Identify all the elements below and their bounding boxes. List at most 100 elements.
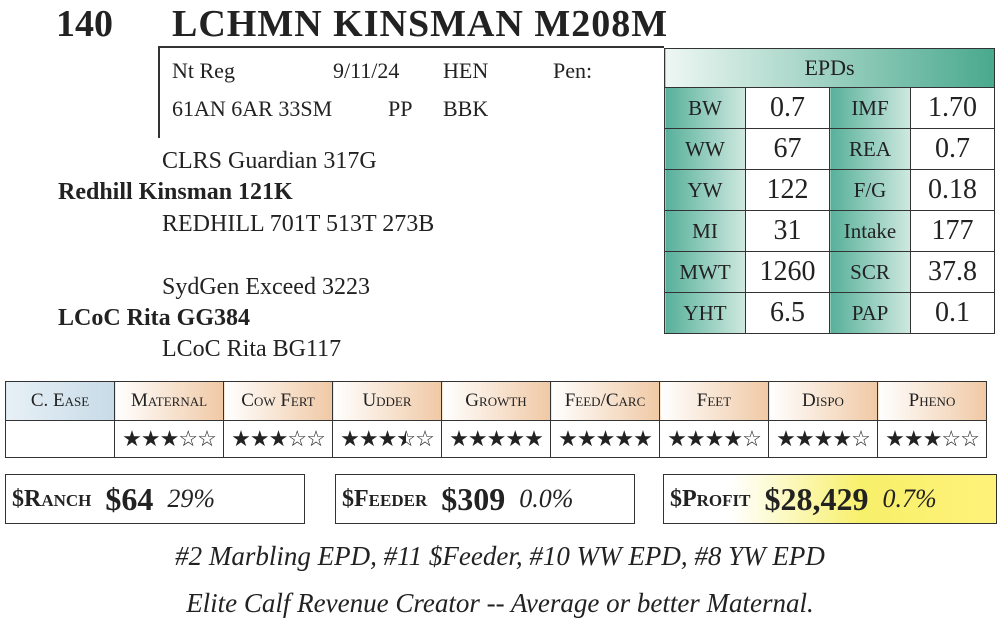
epd-row: YW 122 F/G 0.18 xyxy=(664,169,995,211)
rating-header: Cow Fert xyxy=(223,381,333,421)
star: ★ xyxy=(832,426,852,451)
index-percent: 0.0% xyxy=(519,484,574,513)
star-rating: ★★★★★ xyxy=(449,426,544,451)
note: Elite Calf Revenue Creator -- Average or… xyxy=(186,588,814,618)
epd-value: 1.70 xyxy=(910,87,995,129)
sire-sire: CLRS Guardian 317G xyxy=(162,148,377,174)
rating-header: Feet xyxy=(659,381,769,421)
rating-header: Udder xyxy=(332,381,442,421)
rating-cell: ★★★☆☆ xyxy=(114,420,224,458)
info: HEN xyxy=(443,58,489,83)
index-value: $64 xyxy=(105,480,154,517)
animal-name: LCHMN KINSMAN M208M xyxy=(172,3,669,45)
epd-table: EPDs BW 0.7 IMF 1.70 WW 67 REA 0.7 YW 122 F/G 0.18 M… xyxy=(664,48,995,334)
star: ★ xyxy=(685,426,706,451)
star: ★ xyxy=(140,426,161,451)
star: ★ xyxy=(614,426,634,451)
star: ★ xyxy=(903,426,924,451)
star-rating: ★★★★☆ xyxy=(667,426,762,451)
rating-cell: ★★★☆☆ xyxy=(877,420,987,458)
dam-dam: LCoC Rita BG117 xyxy=(162,336,342,362)
epd-label: Intake xyxy=(829,210,911,252)
info: Nt Reg xyxy=(172,58,235,83)
index-box: $Profit $28,429 0.7% xyxy=(663,474,997,524)
star: ★ xyxy=(667,426,687,451)
epd-row: BW 0.7 IMF 1.70 xyxy=(664,87,995,129)
epd-label: PAP xyxy=(829,292,911,334)
index-percent: 0.7% xyxy=(882,484,937,513)
epd-value: 122 xyxy=(745,169,830,211)
star: ★ xyxy=(885,426,905,451)
star: ★ xyxy=(505,426,525,451)
epd-value: 0.7 xyxy=(745,87,830,129)
rating-header: C. Ease xyxy=(5,381,115,421)
rating-header: Growth xyxy=(441,381,551,421)
info: 61AN 6AR 33SM xyxy=(172,96,333,121)
star: ★ xyxy=(776,426,796,451)
epd-label: WW xyxy=(664,128,746,170)
star: ★ xyxy=(377,426,398,451)
star: ★ xyxy=(794,426,815,451)
star: ★ xyxy=(340,426,360,451)
rating-cell: ★★★★☆ xyxy=(659,420,769,458)
index-value: $309 xyxy=(441,480,506,517)
star-rating: ★★★☆☆ xyxy=(231,426,326,451)
note: #2 Marbling EPD, #11 $Feeder, #10 WW EPD… xyxy=(175,541,825,571)
star: ★ xyxy=(486,426,507,451)
star: ★ xyxy=(576,426,597,451)
index-label: $Feeder xyxy=(342,485,428,512)
star: ☆ xyxy=(178,426,198,451)
star: ★ xyxy=(723,426,743,451)
index-label: $Profit xyxy=(670,485,751,512)
epd-row: MI 31 Intake 177 xyxy=(664,210,995,252)
dam-sire: SydGen Exceed 3223 xyxy=(162,274,370,300)
half-star: ★ xyxy=(396,426,405,452)
epd-value: 177 xyxy=(910,210,995,252)
star: ★ xyxy=(524,426,544,451)
epd-value: 6.5 xyxy=(745,292,830,334)
rating-cell: ★★★☆☆ xyxy=(223,420,333,458)
star: ★ xyxy=(231,426,251,451)
star: ★ xyxy=(633,426,653,451)
star: ★ xyxy=(249,426,270,451)
rating-header: Feed/Carc xyxy=(550,381,660,421)
rating-cell xyxy=(5,420,115,458)
star-rating: ★★★☆☆ xyxy=(122,426,217,451)
star-rating: ★★★★☆ xyxy=(776,426,871,451)
star: ★ xyxy=(595,426,616,451)
star-rating: ★★★★★ xyxy=(558,426,653,451)
star: ★ xyxy=(467,426,488,451)
star: ★ xyxy=(449,426,469,451)
epd-title: EPDs xyxy=(664,48,995,88)
rating-cell: ★★★☆★☆ xyxy=(332,420,442,458)
rating-cell: ★★★★★ xyxy=(441,420,551,458)
epd-row: MWT 1260 SCR 37.8 xyxy=(664,251,995,293)
rating-header: Dispo xyxy=(768,381,878,421)
epd-label: MWT xyxy=(664,251,746,293)
star: ★ xyxy=(558,426,578,451)
epd-value: 0.1 xyxy=(910,292,995,334)
star: ★ xyxy=(358,426,379,451)
star: ★ xyxy=(813,426,834,451)
epd-value: 31 xyxy=(745,210,830,252)
epd-label: YHT xyxy=(664,292,746,334)
info: 9/11/24 xyxy=(333,58,400,83)
epd-value: 0.7 xyxy=(910,128,995,170)
rating-header: Pheno xyxy=(877,381,987,421)
index-label: $Ranch xyxy=(12,485,92,512)
epd-label: REA xyxy=(829,128,911,170)
epd-value: 1260 xyxy=(745,251,830,293)
star-rating: ★★★☆☆ xyxy=(885,426,980,451)
star: ★ xyxy=(704,426,725,451)
star: ☆ xyxy=(287,426,307,451)
star: ☆ xyxy=(306,426,326,451)
star: ☆ xyxy=(960,426,980,451)
star: ☆ xyxy=(941,426,961,451)
dam: LCoC Rita GG384 xyxy=(58,305,250,331)
rule xyxy=(158,46,160,138)
rule xyxy=(158,46,664,48)
info: PP xyxy=(388,96,413,121)
star: ★ xyxy=(159,426,180,451)
star: ☆ xyxy=(851,426,871,451)
